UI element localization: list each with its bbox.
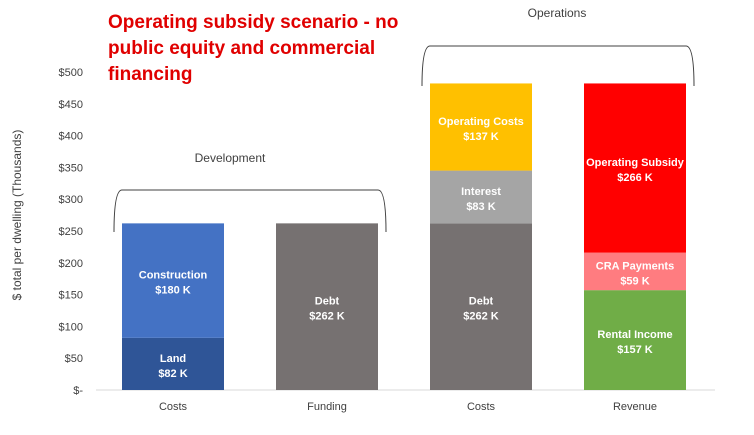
segment-name-operating-costs: Operating Costs bbox=[438, 116, 524, 128]
segment-value-land: $82 K bbox=[158, 368, 187, 380]
bracket-development bbox=[113, 189, 387, 233]
y-tick-label: $50 bbox=[65, 353, 83, 365]
segment-value-cra-payments: $59 K bbox=[620, 275, 649, 287]
y-tick-label: $450 bbox=[59, 99, 83, 111]
segment-value-debt: $262 K bbox=[309, 311, 345, 323]
group-label-operations: Operations bbox=[527, 6, 587, 20]
segment-name-debt: Debt bbox=[315, 296, 340, 308]
segment-name-land: Land bbox=[160, 353, 186, 365]
segment-value-construction: $180 K bbox=[155, 285, 191, 297]
bar-segment-debt bbox=[276, 223, 378, 390]
segment-name-debt: Debt bbox=[469, 296, 494, 308]
x-tick-label: Revenue bbox=[613, 401, 657, 413]
segment-value-debt: $262 K bbox=[463, 311, 499, 323]
bar-segment-operating-costs bbox=[430, 83, 532, 171]
segment-name-construction: Construction bbox=[139, 270, 208, 282]
bar-segment-debt bbox=[430, 223, 532, 390]
segment-value-operating-costs: $137 K bbox=[463, 131, 499, 143]
segment-name-cra-payments: CRA Payments bbox=[596, 260, 674, 272]
segment-name-interest: Interest bbox=[461, 186, 501, 198]
y-tick-label: $300 bbox=[59, 194, 83, 206]
y-tick-label: $250 bbox=[59, 226, 83, 238]
bar-segment-land bbox=[122, 337, 224, 390]
x-tick-label: Funding bbox=[307, 401, 347, 413]
bar-segment-cra-payments bbox=[584, 252, 686, 291]
bracket-operations bbox=[421, 45, 695, 87]
y-tick-label: $100 bbox=[59, 321, 83, 333]
segment-value-interest: $83 K bbox=[466, 201, 495, 213]
y-tick-label: $400 bbox=[59, 131, 83, 143]
y-tick-label: $200 bbox=[59, 258, 83, 270]
y-tick-label: $150 bbox=[59, 290, 83, 302]
segment-value-operating-subsidy: $266 K bbox=[617, 172, 653, 184]
y-tick-label: $- bbox=[73, 385, 83, 397]
segment-name-rental-income: Rental Income bbox=[597, 329, 672, 341]
chart-title: Operating subsidy scenario - no public e… bbox=[108, 12, 399, 85]
bar-segment-rental-income bbox=[584, 290, 686, 390]
group-label-development: Development bbox=[194, 151, 266, 165]
bar-segment-operating-subsidy bbox=[584, 83, 686, 253]
x-tick-label: Costs bbox=[467, 401, 496, 413]
y-tick-label: $500 bbox=[59, 67, 83, 79]
x-tick-label: Costs bbox=[159, 401, 188, 413]
segment-value-rental-income: $157 K bbox=[617, 344, 653, 356]
bar-segment-interest bbox=[430, 170, 532, 224]
y-tick-label: $350 bbox=[59, 162, 83, 174]
bar-segment-construction bbox=[122, 223, 224, 338]
segment-name-operating-subsidy: Operating Subsidy bbox=[586, 157, 685, 169]
